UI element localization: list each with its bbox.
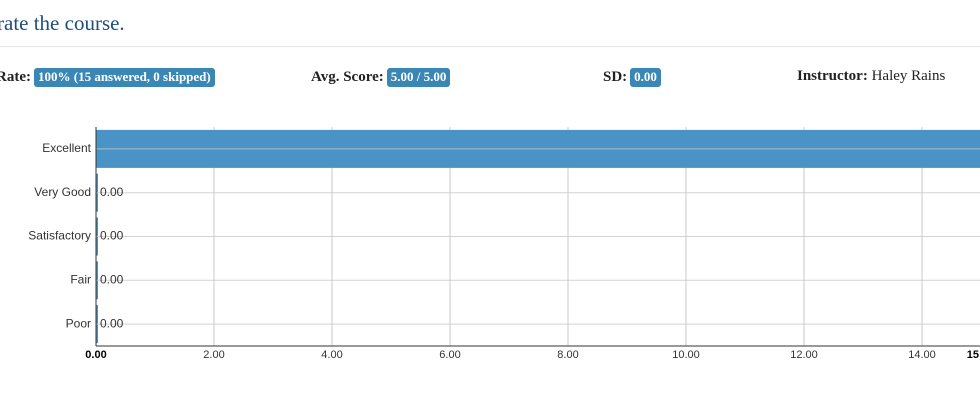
- question-title: rate the course.: [0, 11, 125, 35]
- stat-label: SD:: [603, 69, 628, 85]
- y-tick-label: Satisfactory: [28, 229, 91, 243]
- y-tick-label: Poor: [66, 316, 91, 330]
- stat-badge: 5.00 / 5.00: [386, 68, 451, 87]
- stat: Instructor: Haley Rains: [797, 68, 945, 85]
- x-tick-label: 14.00: [908, 349, 936, 361]
- x-tick-label: 10.00: [672, 349, 700, 361]
- stat: SD: 0.00: [603, 68, 661, 87]
- value-label: 0.00: [100, 229, 124, 243]
- divider: [0, 46, 980, 47]
- x-tick-label: 15: [967, 349, 979, 361]
- x-tick-label: 8.00: [557, 349, 578, 361]
- value-label: 0.00: [100, 272, 124, 286]
- y-tick-label: Fair: [70, 272, 91, 286]
- x-tick-label: 4.00: [321, 349, 342, 361]
- y-tick-label: Excellent: [42, 141, 91, 155]
- x-tick-label: 0.00: [85, 349, 106, 361]
- x-tick-label: 2.00: [203, 349, 224, 361]
- x-tick-label: 12.00: [790, 349, 818, 361]
- stat-label: Instructor:: [797, 68, 868, 84]
- stat-label: Rate:: [0, 69, 31, 85]
- stat-label: Avg. Score:: [311, 69, 384, 85]
- value-label: 0.00: [100, 185, 124, 199]
- stat-badge: 0.00: [630, 68, 661, 87]
- stat: Rate: 100% (15 answered, 0 skipped): [0, 68, 215, 87]
- value-label: 0.00: [100, 316, 124, 330]
- stat-badge: 100% (15 answered, 0 skipped): [33, 68, 215, 87]
- y-tick-label: Very Good: [34, 185, 91, 199]
- stat: Avg. Score: 5.00 / 5.00: [311, 68, 451, 87]
- stat-value: Haley Rains: [871, 68, 946, 84]
- x-tick-label: 6.00: [439, 349, 460, 361]
